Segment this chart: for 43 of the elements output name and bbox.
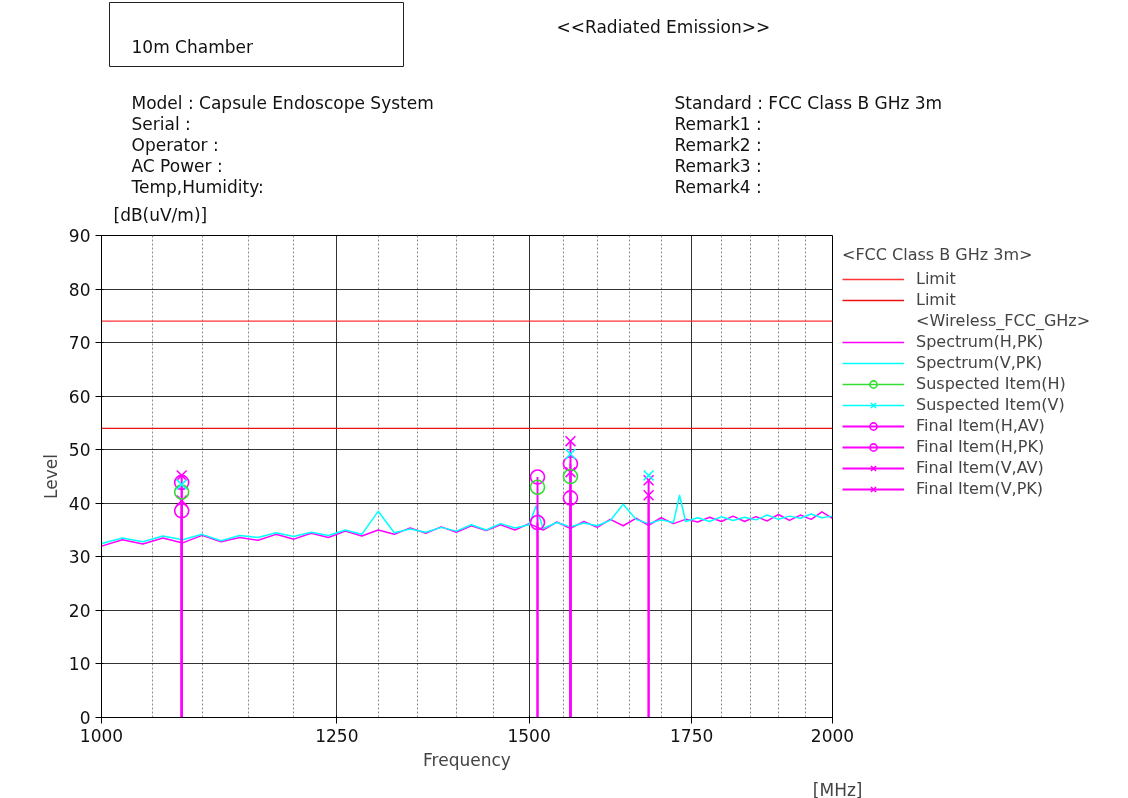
text: <Wireless_FCC_GHz> <box>916 311 1091 330</box>
legend-label: Spectrum(H,PK) <box>916 332 1044 351</box>
text: Remark2 : <box>674 134 762 155</box>
y-tick-label: 30 <box>68 547 91 568</box>
text: Temp,Humidity: <box>130 176 264 197</box>
text: Model : Capsule Endoscope System <box>131 92 434 113</box>
text: Standard : FCC Class B GHz 3m <box>674 92 943 113</box>
x-tick-label: 1500 <box>507 725 551 746</box>
legend-label: Spectrum(V,PK) <box>916 353 1043 372</box>
text: Remark4 : <box>674 176 762 197</box>
legend-label: Limit <box>916 269 956 288</box>
legend-label: Suspected Item(V) <box>916 395 1065 414</box>
legend-label: Final Item(H,PK) <box>916 437 1045 456</box>
legend-label: Final Item(V,PK) <box>916 479 1044 498</box>
chart-title: <<Radiated Emission>> <box>556 16 771 37</box>
y-tick-label: 60 <box>68 386 91 407</box>
y-tick-label: 70 <box>68 333 91 354</box>
text: 10m Chamber <box>131 36 253 57</box>
y-tick-label: 0 <box>79 708 91 728</box>
x-tick-label: 1000 <box>79 725 124 746</box>
y-tick-label: 50 <box>68 440 91 461</box>
legend-label: Limit <box>916 290 956 309</box>
legend-label: Final Item(H,AV) <box>916 416 1045 435</box>
text: [MHz] <box>812 779 863 798</box>
y-tick-label: 10 <box>68 654 91 675</box>
y-axis-title: Level <box>40 454 61 499</box>
legend-label: Suspected Item(H) <box>916 374 1066 393</box>
x-tick-label: 2000 <box>810 725 855 746</box>
y-tick-label: 80 <box>68 279 91 300</box>
text: Remark1 : <box>674 113 762 134</box>
text: Operator : <box>131 134 219 155</box>
x-axis-title: Frequency <box>423 749 511 770</box>
legend-title: <FCC Class B GHz 3m> <box>842 245 1034 264</box>
x-tick-label: 1750 <box>670 725 714 746</box>
x-tick-label: 1250 <box>315 725 359 746</box>
legend-label: Final Item(V,AV) <box>916 458 1044 477</box>
y-tick-label: 90 <box>68 226 91 246</box>
text: Serial : <box>131 113 191 134</box>
text: Remark3 : <box>674 155 762 176</box>
text: AC Power : <box>131 155 223 176</box>
y-tick-label: 40 <box>68 493 91 514</box>
text: [dB(uV/m)] <box>113 204 208 225</box>
y-tick-label: 20 <box>68 600 91 621</box>
